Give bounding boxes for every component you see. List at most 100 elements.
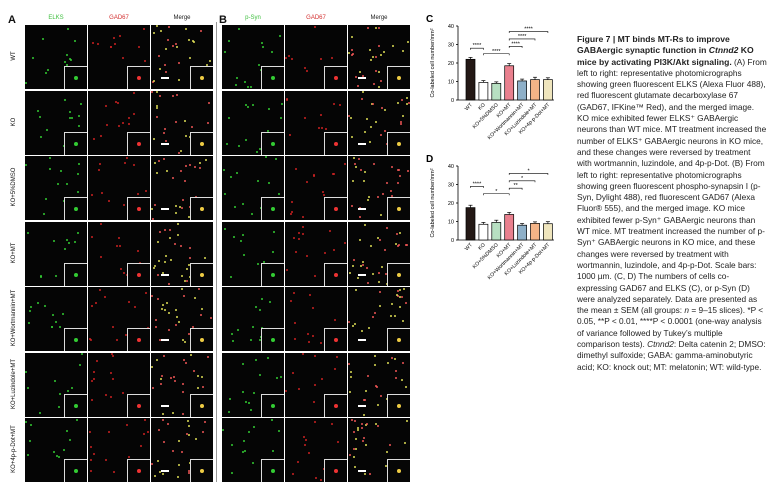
- fluorescent-puncta: [151, 463, 154, 466]
- fluorescent-puncta: [280, 117, 283, 120]
- fluorescent-puncta: [241, 363, 244, 366]
- micrograph-red: [88, 418, 150, 482]
- fluorescent-puncta: [381, 192, 384, 195]
- fluorescent-puncta: [405, 302, 408, 305]
- fluorescent-puncta: [90, 194, 93, 197]
- fluorescent-puncta: [231, 332, 234, 335]
- fluorescent-puncta: [101, 192, 104, 195]
- fluorescent-puncta: [207, 102, 210, 105]
- fluorescent-puncta: [136, 192, 139, 195]
- fluorescent-puncta: [76, 231, 79, 234]
- inset-cell: [74, 272, 78, 277]
- fluorescent-puncta: [294, 251, 297, 254]
- fluorescent-puncta: [267, 181, 270, 184]
- fluorescent-puncta: [133, 92, 136, 95]
- fluorescent-puncta: [289, 133, 292, 136]
- fluorescent-puncta: [185, 268, 188, 271]
- zoom-inset: [127, 393, 150, 417]
- fluorescent-puncta: [122, 271, 125, 274]
- fluorescent-puncta: [277, 192, 280, 195]
- fluorescent-puncta: [123, 204, 126, 207]
- fluorescent-puncta: [355, 447, 358, 450]
- inset-cell: [334, 469, 338, 473]
- fluorescent-puncta: [184, 279, 187, 282]
- inset-cell: [137, 141, 141, 146]
- scale-bar: [358, 339, 366, 341]
- fluorescent-puncta: [48, 157, 51, 160]
- fluorescent-puncta: [278, 34, 281, 37]
- fluorescent-puncta: [352, 156, 355, 159]
- fluorescent-puncta: [305, 181, 308, 184]
- inset-cell: [137, 76, 141, 80]
- significance-label: ****: [473, 43, 482, 49]
- fluorescent-puncta: [176, 315, 179, 318]
- fluorescent-puncta: [155, 25, 158, 28]
- y-tick-label: 30: [448, 183, 454, 189]
- fluorescent-puncta: [232, 339, 235, 342]
- fluorescent-puncta: [370, 59, 373, 62]
- fluorescent-puncta: [194, 165, 197, 168]
- fluorescent-puncta: [394, 377, 397, 380]
- fluorescent-puncta: [44, 71, 47, 74]
- fluorescent-puncta: [307, 452, 310, 455]
- fluorescent-puncta: [353, 420, 356, 423]
- fluorescent-puncta: [242, 202, 245, 205]
- fluorescent-puncta: [379, 213, 382, 216]
- fluorescent-puncta: [238, 27, 241, 30]
- fluorescent-puncta: [39, 135, 42, 138]
- fluorescent-puncta: [227, 410, 230, 413]
- fluorescent-puncta: [360, 168, 363, 171]
- fluorescent-puncta: [332, 102, 335, 105]
- fluorescent-puncta: [239, 239, 242, 242]
- micrograph-merge: [151, 90, 213, 155]
- fluorescent-puncta: [73, 241, 76, 244]
- row-label: KO+MT: [11, 242, 17, 263]
- fluorescent-puncta: [370, 244, 373, 247]
- fluorescent-puncta: [267, 108, 270, 111]
- fluorescent-puncta: [151, 294, 154, 297]
- fluorescent-puncta: [402, 288, 405, 291]
- inset-cell: [200, 403, 204, 408]
- fluorescent-puncta: [209, 316, 212, 319]
- fluorescent-puncta: [251, 325, 254, 328]
- fluorescent-puncta: [357, 277, 360, 280]
- inset-cell: [74, 338, 78, 342]
- fluorescent-puncta: [55, 320, 58, 323]
- fluorescent-puncta: [187, 472, 190, 475]
- fluorescent-puncta: [260, 42, 263, 45]
- y-tick-label: 0: [451, 238, 454, 244]
- significance-label: ****: [524, 27, 533, 33]
- zoom-inset: [387, 131, 410, 155]
- fluorescent-puncta: [401, 295, 404, 298]
- micrograph-green: [222, 352, 284, 417]
- fluorescent-puncta: [223, 168, 226, 171]
- micrograph-red: [285, 352, 347, 417]
- y-tick-label: 30: [448, 43, 454, 49]
- fluorescent-puncta: [70, 387, 73, 390]
- fluorescent-puncta: [407, 40, 410, 43]
- fluorescent-puncta: [241, 450, 244, 453]
- fluorescent-puncta: [190, 354, 193, 357]
- fluorescent-puncta: [328, 229, 331, 232]
- fluorescent-puncta: [366, 26, 369, 29]
- fluorescent-puncta: [307, 340, 310, 343]
- fluorescent-puncta: [269, 300, 272, 303]
- fluorescent-puncta: [223, 192, 226, 195]
- fluorescent-puncta: [360, 427, 363, 430]
- micrograph-merge: [348, 90, 410, 155]
- fluorescent-puncta: [159, 377, 162, 380]
- fluorescent-puncta: [197, 374, 200, 377]
- fluorescent-puncta: [302, 436, 305, 439]
- fluorescent-puncta: [241, 234, 244, 237]
- significance-label: ****: [473, 181, 482, 187]
- significance-bracket: [483, 53, 510, 56]
- fluorescent-puncta: [163, 228, 166, 231]
- fluorescent-puncta: [168, 237, 171, 240]
- inset-cell: [74, 76, 78, 80]
- scale-bar: [161, 273, 169, 276]
- fluorescent-puncta: [330, 422, 333, 425]
- fluorescent-puncta: [178, 152, 181, 155]
- inset-cell: [200, 141, 204, 146]
- micrograph-red: [285, 418, 347, 482]
- bar: [543, 79, 553, 101]
